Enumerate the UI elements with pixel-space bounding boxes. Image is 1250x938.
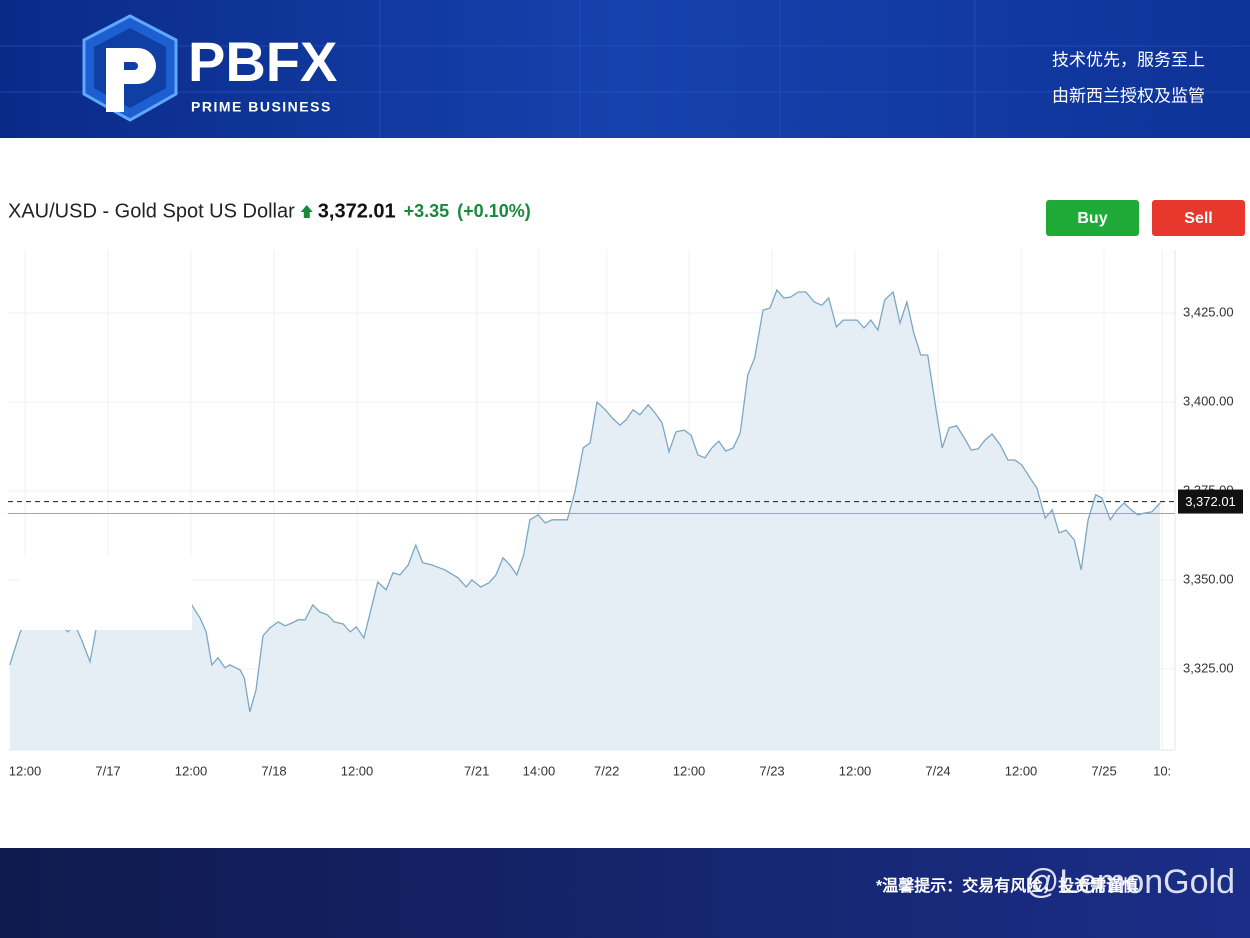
chart-title: XAU/USD - Gold Spot US Dollar bbox=[8, 200, 295, 222]
y-tick-label: 3,400.00 bbox=[1183, 393, 1234, 408]
area-fill bbox=[9, 289, 1161, 750]
buy-label[interactable]: Buy bbox=[1077, 210, 1107, 227]
price-line bbox=[9, 288, 1161, 713]
x-tick-label: 7/23 bbox=[759, 763, 784, 778]
sell-bg[interactable] bbox=[1152, 200, 1245, 236]
x-tick-label: 10: bbox=[1153, 763, 1171, 778]
last-price-label: 3,372.01 bbox=[1185, 494, 1236, 509]
y-tick-label: 3,350.00 bbox=[1183, 571, 1234, 586]
x-tick-label: 12:00 bbox=[341, 763, 374, 778]
x-tick-label: 7/18 bbox=[261, 763, 286, 778]
sell-button[interactable]: Sell bbox=[1152, 200, 1245, 236]
x-tick-label: 12:00 bbox=[9, 763, 42, 778]
logo-subtitle: PRIME BUSINESS bbox=[191, 99, 332, 115]
y-tick-label: 3,425.00 bbox=[1183, 304, 1234, 319]
x-tick-label: 12:00 bbox=[839, 763, 872, 778]
plot: 12:00 7/17 12:00 7/18 12:00 7/21 14:00 7/22 12:0… bbox=[8, 250, 1243, 778]
logo-text: PBFX bbox=[188, 30, 337, 93]
x-tick-label: 7/25 bbox=[1091, 763, 1116, 778]
y-tick-label: 3,325.00 bbox=[1183, 660, 1234, 675]
x-tick-label: 12:00 bbox=[175, 763, 208, 778]
title-row: XAU/USD - Gold Spot US Dollar 3,372.01 +… bbox=[8, 200, 531, 222]
change: +3.35 bbox=[404, 201, 450, 221]
buy-button[interactable]: Buy bbox=[1046, 200, 1139, 236]
overlay-box bbox=[20, 555, 192, 630]
x-tick-label: 12:00 bbox=[673, 763, 706, 778]
buy-bg[interactable] bbox=[1046, 200, 1139, 236]
slogan: 由新西兰授权及监管 bbox=[1052, 86, 1205, 105]
x-tick-label: 14:00 bbox=[523, 763, 556, 778]
x-tick-label: 7/17 bbox=[95, 763, 120, 778]
x-tick-label: 7/24 bbox=[925, 763, 950, 778]
price: 3,372.01 bbox=[318, 200, 396, 222]
up-arrow bbox=[300, 205, 313, 218]
logo bbox=[82, 14, 178, 122]
x-tick-label: 7/21 bbox=[464, 763, 489, 778]
footer-notice: *温馨提示：交易有风险，投资需谨慎 bbox=[876, 876, 1138, 895]
watermark: @LemonGold bbox=[1025, 863, 1235, 901]
x-tick-label: 7/22 bbox=[594, 763, 619, 778]
x-tick-label: 12:00 bbox=[1005, 763, 1038, 778]
change-pct: (+0.10%) bbox=[457, 201, 531, 221]
header-bg bbox=[0, 0, 1250, 138]
header-pattern bbox=[0, 0, 1250, 138]
last-price-tag bbox=[1178, 489, 1243, 514]
sell-label[interactable]: Sell bbox=[1184, 210, 1212, 227]
slogan: 技术优先，服务至上 bbox=[1052, 50, 1205, 69]
footer-bg bbox=[0, 848, 1250, 938]
